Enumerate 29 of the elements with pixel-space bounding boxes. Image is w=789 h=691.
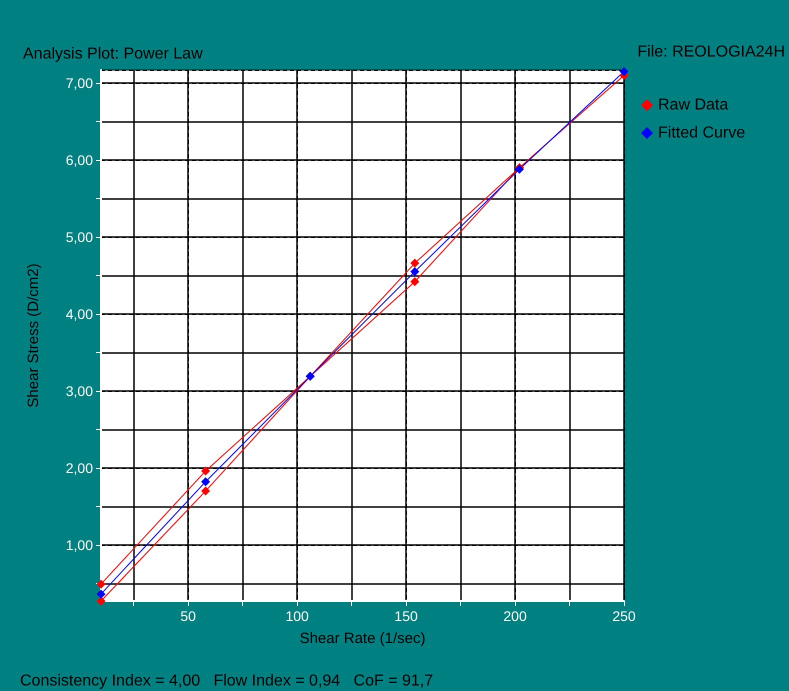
x-tick-label: 150 [394, 608, 418, 624]
y-tick-label: 5,00 [66, 228, 94, 245]
point [96, 590, 106, 599]
chart-title: Analysis Plot: Power Law [23, 46, 204, 62]
text: Consistency Index = 4,00 Flow Index = 0,94 CoF = 91,7 [20, 672, 434, 690]
y-tick-label: 1,00 [66, 536, 94, 553]
x-axis-title: Shear Rate (1/sec) [300, 630, 426, 647]
point [201, 486, 210, 496]
x-tick-label: 250 [612, 608, 636, 624]
point [96, 596, 106, 606]
y-tick-label: 4,00 [66, 306, 94, 322]
y-axis-title: Shear Stress (D/cm2) [25, 263, 42, 408]
text: File: REOLOGIA24H [637, 44, 786, 60]
point [410, 277, 420, 286]
y-tick-label: 2,00 [66, 460, 94, 476]
point [201, 477, 210, 486]
y-tick-label: 6,00 [66, 152, 94, 168]
x-tick-label: 50 [180, 608, 196, 624]
x-tick-label: 200 [503, 608, 527, 624]
point [410, 258, 420, 268]
point [201, 466, 210, 476]
x-tick-label: 100 [285, 608, 310, 624]
point [96, 580, 106, 589]
y-tick-label: 3,00 [66, 382, 94, 399]
legend-label: Raw Data [658, 96, 728, 114]
point [620, 67, 628, 76]
point [410, 267, 420, 276]
legend-label: Fitted Curve [658, 124, 746, 142]
y-tick-label: 7,00 [66, 75, 94, 92]
